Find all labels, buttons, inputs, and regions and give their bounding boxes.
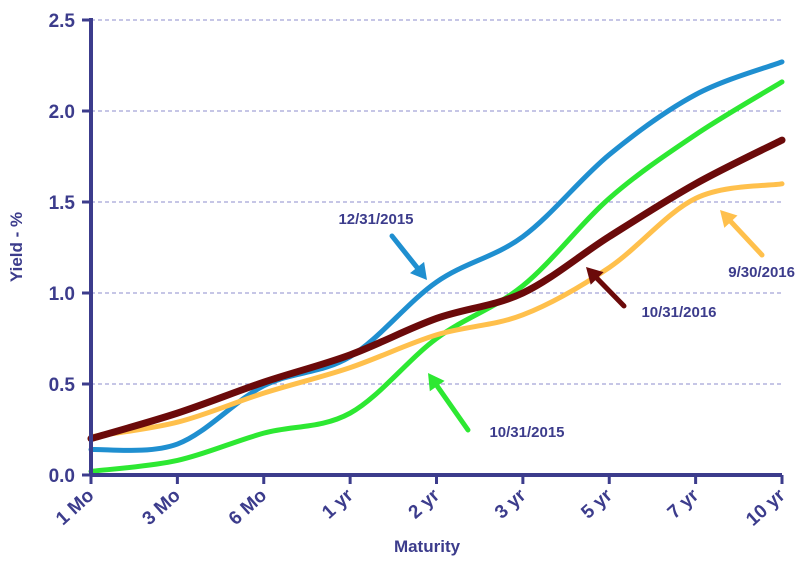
series-line (87, 136, 786, 443)
annotation-arrowhead (409, 261, 427, 280)
y-tick-label: 1.0 (49, 284, 75, 305)
annotation-arrow (594, 275, 627, 309)
x-tick-label: 1 Mo (52, 485, 98, 530)
x-axis-label: Maturity (394, 537, 461, 556)
grid-layer (91, 19, 782, 385)
y-tick-label: 2.5 (49, 11, 76, 32)
series-line (88, 59, 785, 453)
annotation-label: 9/30/2016 (728, 264, 795, 281)
annotation-label: 10/31/2016 (641, 304, 716, 321)
y-tick-label: 0.0 (49, 466, 75, 487)
x-tick-label: 3 yr (491, 485, 531, 524)
x-tick-label: 1 yr (318, 485, 358, 524)
y-tick-label: 0.5 (49, 375, 76, 396)
annotation-label: 10/31/2015 (489, 424, 564, 441)
y-tick-label: 2.0 (49, 102, 75, 123)
x-tick-label: 7 yr (664, 485, 704, 524)
annotation-arrowhead (720, 210, 738, 228)
annotation-layer: 12/31/2015 10/31/2015 9/30/2016 10/31/2016 (338, 210, 795, 441)
x-tick-label: 3 Mo (139, 485, 185, 530)
x-tick-label: 2 yr (405, 485, 445, 524)
series-line (88, 79, 785, 474)
y-tick-label: 1.5 (49, 193, 76, 214)
x-tick-label: 5 yr (577, 485, 617, 524)
y-axis-label: Yield - % (7, 212, 26, 282)
annotation-arrowhead (586, 267, 604, 285)
annotation-arrow (389, 233, 420, 270)
annotation-arrowhead (428, 373, 445, 392)
x-tick-label: 10 yr (742, 485, 789, 531)
annotation-arrow (434, 383, 471, 433)
series-layer (87, 59, 786, 474)
annotation-label: 12/31/2015 (338, 211, 413, 228)
series-line (88, 181, 785, 440)
x-tick-label: 6 Mo (225, 485, 271, 530)
annotation-arrow (728, 219, 765, 258)
